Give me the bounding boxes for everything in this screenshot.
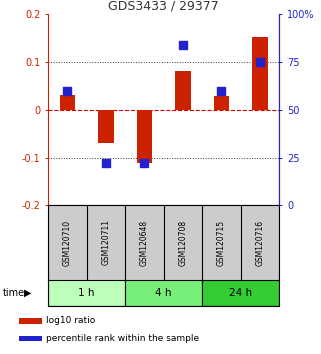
Bar: [175, 70, 191, 110]
Text: ▶: ▶: [24, 288, 31, 298]
Text: GSM120715: GSM120715: [217, 219, 226, 266]
Text: GSM120716: GSM120716: [256, 219, 265, 266]
Text: GSM120710: GSM120710: [63, 219, 72, 266]
Bar: [48, 280, 125, 306]
Point: [103, 160, 108, 166]
Title: GDS3433 / 29377: GDS3433 / 29377: [108, 0, 219, 13]
Point: [180, 42, 186, 47]
Bar: [19, 336, 42, 341]
Text: GSM120708: GSM120708: [178, 219, 187, 266]
Point: [142, 160, 147, 166]
Text: 1 h: 1 h: [78, 288, 95, 298]
Point: [257, 59, 263, 65]
Bar: [98, 110, 114, 143]
Point: [219, 88, 224, 93]
Text: log10 ratio: log10 ratio: [46, 316, 95, 325]
Bar: [125, 280, 202, 306]
Bar: [252, 37, 268, 110]
Bar: [60, 96, 75, 110]
Text: 24 h: 24 h: [229, 288, 252, 298]
Text: GSM120648: GSM120648: [140, 219, 149, 266]
Text: 4 h: 4 h: [155, 288, 172, 298]
Bar: [19, 318, 42, 324]
Bar: [214, 96, 229, 110]
Point: [65, 88, 70, 93]
Text: time: time: [3, 288, 25, 298]
Text: percentile rank within the sample: percentile rank within the sample: [46, 334, 199, 343]
Bar: [137, 110, 152, 163]
Bar: [202, 280, 279, 306]
Text: GSM120711: GSM120711: [101, 219, 110, 266]
